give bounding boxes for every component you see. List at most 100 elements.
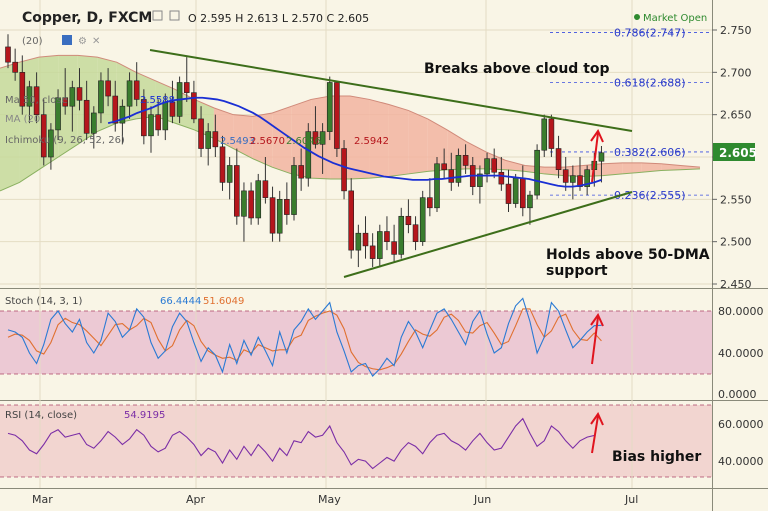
candle-body[interactable] — [562, 169, 569, 183]
candle-body[interactable] — [598, 152, 605, 162]
candle-body[interactable] — [391, 241, 397, 255]
candle-body[interactable] — [527, 194, 533, 209]
candle-body[interactable] — [33, 86, 40, 115]
candle-body[interactable] — [183, 82, 190, 93]
candle-body[interactable] — [126, 80, 133, 107]
candle-body[interactable] — [369, 245, 376, 259]
candle-body[interactable] — [505, 183, 512, 204]
candle-body[interactable] — [548, 118, 555, 149]
candle-body[interactable] — [541, 118, 548, 151]
gear-icon[interactable]: ⚙ — [78, 36, 87, 47]
candle-body[interactable] — [62, 97, 69, 107]
candle-body[interactable] — [148, 114, 154, 137]
candle-body[interactable] — [519, 177, 526, 209]
candle-body[interactable] — [376, 231, 383, 259]
lower-trendline[interactable] — [343, 191, 633, 278]
candle-body[interactable] — [491, 158, 498, 173]
rsi-title[interactable]: RSI (14, close) — [5, 410, 77, 421]
candle-body[interactable] — [398, 215, 405, 255]
candle-body[interactable] — [455, 155, 462, 183]
candle-body[interactable] — [312, 131, 319, 145]
candle-body[interactable] — [334, 82, 340, 149]
candle-body[interactable] — [298, 165, 304, 179]
candle-body[interactable] — [305, 131, 312, 179]
chart-title[interactable]: Copper, D, FXCM — [22, 10, 152, 26]
header-toolbar[interactable] — [152, 10, 180, 21]
ichimoku-label[interactable]: Ichimoku (9, 26, 52, 26) — [5, 135, 125, 146]
candle-body[interactable] — [141, 99, 147, 137]
eye-icon[interactable] — [62, 35, 72, 45]
ma-bb-label[interactable]: MA (20 — [5, 114, 40, 125]
candle-body[interactable] — [448, 169, 455, 183]
candle-body[interactable] — [534, 149, 540, 196]
candle-body[interactable] — [40, 114, 47, 158]
candle-body[interactable] — [427, 197, 433, 209]
candle-body[interactable] — [212, 131, 219, 148]
candle-body[interactable] — [98, 80, 104, 114]
candle-body[interactable] — [155, 114, 161, 131]
candle-body[interactable] — [284, 199, 290, 215]
candle-body[interactable] — [355, 232, 362, 251]
settings-icon[interactable] — [169, 10, 180, 21]
settings-icon[interactable] — [152, 10, 163, 21]
candle-body[interactable] — [205, 131, 211, 149]
candle-body[interactable] — [484, 158, 490, 175]
stoch-k-line[interactable] — [7, 297, 602, 378]
candle-body[interactable] — [255, 180, 262, 219]
candle-body[interactable] — [555, 148, 562, 171]
candle-body[interactable] — [319, 131, 326, 145]
candle-body[interactable] — [584, 169, 590, 187]
candle-body[interactable] — [291, 165, 297, 215]
candle-body[interactable] — [384, 231, 390, 242]
candle-body[interactable] — [5, 46, 11, 63]
candle-body[interactable] — [326, 82, 333, 132]
candle-body[interactable] — [269, 197, 276, 234]
candle-body[interactable] — [12, 61, 18, 73]
candle-body[interactable] — [348, 190, 355, 251]
candle-body[interactable] — [276, 199, 283, 234]
candle-body[interactable] — [434, 163, 440, 209]
upper-trendline[interactable] — [149, 49, 633, 132]
candle-body[interactable] — [219, 146, 226, 183]
annotation-rsi: Bias higher — [612, 449, 701, 465]
candle-body[interactable] — [477, 173, 483, 187]
candle-body[interactable] — [405, 215, 412, 226]
ma20-toolbar[interactable]: ⚙ ✕ — [62, 35, 100, 47]
candle-body[interactable] — [83, 99, 90, 134]
candle-body[interactable] — [512, 177, 519, 204]
candle-body[interactable] — [55, 97, 61, 131]
candle-body[interactable] — [48, 129, 54, 158]
candle-body[interactable] — [162, 101, 169, 131]
candle-body[interactable] — [412, 224, 419, 242]
candle-body[interactable] — [362, 232, 369, 247]
candle-body[interactable] — [419, 197, 426, 242]
candle-body[interactable] — [241, 190, 247, 217]
candle-body[interactable] — [234, 165, 240, 217]
close-icon[interactable]: ✕ — [92, 36, 100, 47]
candle-body[interactable] — [76, 87, 83, 101]
candle-body[interactable] — [341, 148, 347, 192]
candle-body[interactable] — [91, 112, 97, 134]
candle-body[interactable] — [498, 171, 505, 185]
candle-body[interactable] — [112, 95, 119, 124]
rsi-line[interactable] — [7, 417, 595, 470]
candle-body[interactable] — [462, 155, 469, 166]
candle-body[interactable] — [248, 190, 254, 219]
ma20-label[interactable]: (20) — [22, 36, 43, 47]
ma50-line[interactable] — [107, 96, 602, 188]
candle-body[interactable] — [226, 165, 233, 183]
candle-body[interactable] — [26, 86, 33, 107]
candle-body[interactable] — [69, 87, 76, 107]
candle-body[interactable] — [441, 163, 447, 170]
candle-body[interactable] — [570, 175, 576, 183]
stoch-title[interactable]: Stoch (14, 3, 1) — [5, 296, 82, 307]
candle-body[interactable] — [19, 72, 26, 107]
candle-body[interactable] — [133, 80, 140, 100]
candle-body[interactable] — [262, 180, 269, 198]
candle-body[interactable] — [198, 118, 204, 149]
ma50-label[interactable]: Ma 50, close — [5, 95, 68, 106]
candle-body[interactable] — [191, 92, 197, 120]
candle-body[interactable] — [119, 105, 126, 124]
candle-body[interactable] — [169, 101, 176, 117]
candle-body[interactable] — [105, 80, 111, 97]
